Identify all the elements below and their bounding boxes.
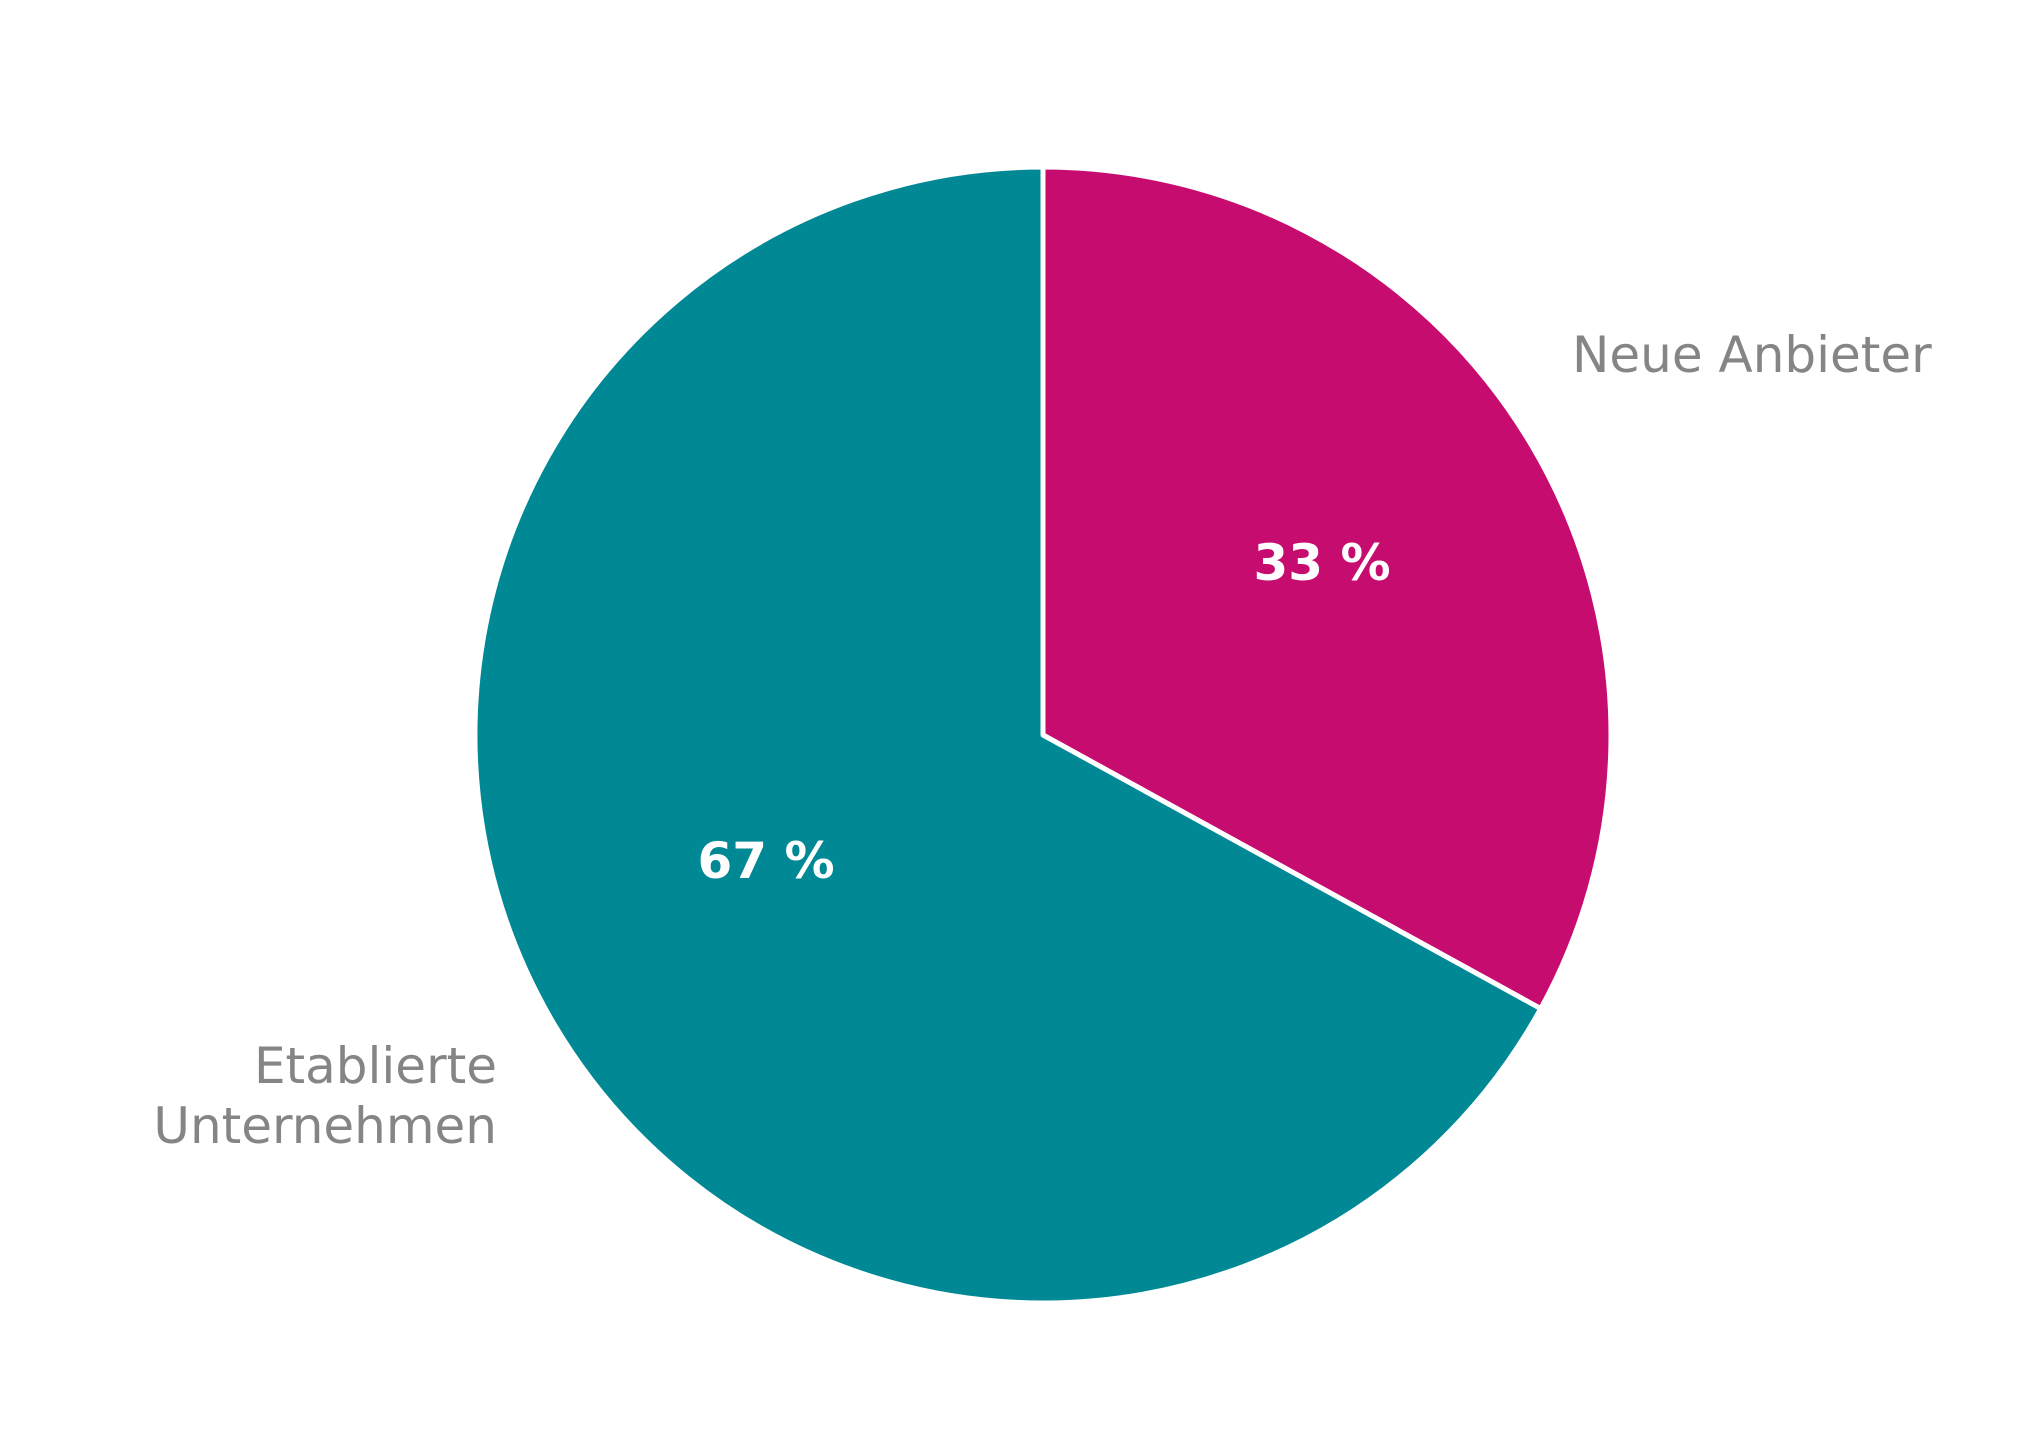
category-label-neue-anbieter: Neue Anbieter — [1572, 326, 1932, 384]
pie-slice-neue-anbieter — [1040, 164, 1614, 1012]
value-label-etablierte-unternehmen: 67 % — [697, 832, 834, 890]
category-label-etablierte-unternehmen: Etablierte Unternehmen — [153, 1037, 497, 1155]
category-label-line: Etablierte — [254, 1037, 497, 1095]
category-label-line: Unternehmen — [153, 1097, 497, 1155]
value-label-neue-anbieter: 33 % — [1253, 534, 1390, 592]
category-label-line: Neue Anbieter — [1572, 326, 1932, 384]
pie-slices — [472, 164, 1614, 1306]
pie-slice-etablierte-unternehmen — [472, 164, 1544, 1306]
value-labels: 33 % 67 % — [697, 534, 1390, 890]
category-labels: Neue Anbieter Etablierte Unternehmen — [153, 326, 1932, 1155]
